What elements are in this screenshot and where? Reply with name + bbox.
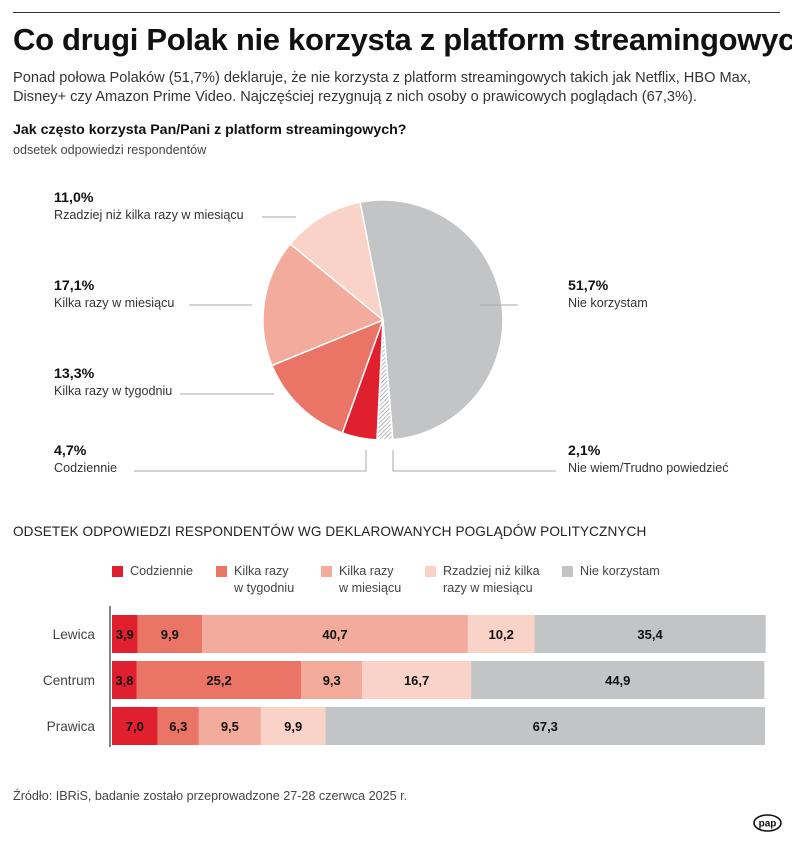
pie-subtitle: odsetek odpowiedzi respondentów bbox=[13, 143, 207, 157]
stacked-bar-chart: Lewica 3,9 9,9 40,7 10,2 35,4 Centrum 3,8 25,2 9,… bbox=[43, 606, 766, 747]
bar-value-centrum-nie-korzystam: 44,9 bbox=[605, 673, 630, 688]
pap-logo: pap bbox=[753, 814, 782, 832]
pie-value-label: 11,0% bbox=[54, 190, 94, 206]
pie-label-nie-wiem-trudno-powiedziec: 2,1% Nie wiem/Trudno powiedzieć bbox=[568, 443, 729, 475]
pie-slice-kilka-razy-w-miesiacu bbox=[262, 242, 385, 367]
bar-value-prawica-nie-korzystam: 67,3 bbox=[533, 719, 558, 734]
row-label-lewica: Lewica bbox=[53, 627, 96, 642]
top-rule bbox=[13, 12, 780, 13]
bar-segment-lewica-kilka-razy-w-tygodniu bbox=[137, 615, 203, 653]
lead-paragraph: Ponad połowa Polaków (51,7%) deklaruje, … bbox=[13, 70, 752, 105]
pie-value-label: 51,7% bbox=[568, 278, 609, 294]
pie-category-label: Nie wiem/Trudno powiedzieć bbox=[568, 461, 729, 475]
bar-value-prawica-codziennie: 7,0 bbox=[126, 719, 144, 734]
legend-label: Rzadziej niż kilka razy w miesiącu bbox=[443, 564, 540, 595]
bar-section-title: ODSETEK ODPOWIEDZI RESPONDENTÓW WG DEKLA… bbox=[13, 524, 647, 539]
bar-segment-prawica-codziennie bbox=[112, 707, 158, 745]
bar-segment-centrum-codziennie bbox=[112, 661, 137, 699]
legend-swatch bbox=[562, 566, 573, 577]
pie-slice-nie-korzystam bbox=[359, 199, 504, 441]
pie-label-kilka-razy-w-miesiacu: 17,1% Kilka razy w miesiącu bbox=[54, 278, 174, 310]
pie-slice-rzadziej-niz-kilka-razy-w-miesiacu bbox=[289, 201, 385, 322]
pie-slice-kilka-razy-w-tygodniu bbox=[270, 318, 385, 434]
bar-segment-lewica-kilka-razy-w-miesiacu bbox=[202, 615, 468, 653]
source-note: Źródło: IBRiS, badanie zostało przeprowa… bbox=[13, 789, 408, 803]
pie-label-rzadziej-niz-kilka-razy-w-miesiacu: 11,0% Rzadziej niż kilka razy w miesiącu bbox=[54, 190, 244, 222]
pie-label-codziennie: 4,7% Codziennie bbox=[54, 443, 117, 475]
bar-value-centrum-kilka-razy-w-tygodniu: 25,2 bbox=[206, 673, 231, 688]
bar-value-lewica-kilka-razy-w-miesiacu: 40,7 bbox=[322, 627, 347, 642]
bar-value-centrum-rzadziej-niz-kilka-razy-w-miesiacu: 16,7 bbox=[404, 673, 429, 688]
bar-segment-lewica-codziennie bbox=[112, 615, 138, 653]
legend-label: Kilka razy w miesiącu bbox=[339, 564, 402, 595]
legend-label: Kilka razy w tygodniu bbox=[234, 564, 295, 595]
pie-category-label: Kilka razy w miesiącu bbox=[54, 296, 175, 310]
pie-question: Jak często korzysta Pan/Pani z platform … bbox=[13, 122, 407, 138]
pie-value-label: 13,3% bbox=[54, 366, 95, 382]
bar-value-lewica-kilka-razy-w-tygodniu: 9,9 bbox=[161, 627, 179, 642]
pie-value-label: 2,1% bbox=[568, 443, 601, 459]
bar-segment-centrum-nie-korzystam bbox=[471, 661, 765, 699]
pie-chart bbox=[134, 199, 556, 472]
bar-segment-lewica-rzadziej-niz-kilka-razy-w-miesiacu bbox=[467, 615, 535, 653]
pie-category-label: Rzadziej niż kilka razy w miesiącu bbox=[54, 208, 244, 222]
pie-value-label: 4,7% bbox=[54, 443, 87, 459]
legend-swatch bbox=[321, 566, 332, 577]
pie-label-nie-korzystam: 51,7% Nie korzystam bbox=[568, 278, 648, 310]
bar-value-centrum-codziennie: 3,8 bbox=[115, 673, 133, 688]
pie-category-label: Nie korzystam bbox=[568, 296, 648, 310]
bar-segment-prawica-kilka-razy-w-tygodniu bbox=[157, 707, 199, 745]
row-label-prawica: Prawica bbox=[47, 719, 96, 734]
pie-label-kilka-razy-w-tygodniu: 13,3% Kilka razy w tygodniu bbox=[54, 366, 172, 398]
page-title: Co drugi Polak nie korzysta z platform s… bbox=[13, 22, 792, 57]
pie-value-label: 17,1% bbox=[54, 278, 95, 294]
pie-leader-codziennie bbox=[134, 450, 367, 472]
pap-logo-text: pap bbox=[759, 819, 777, 830]
legend-swatch bbox=[112, 566, 123, 577]
bar-value-centrum-kilka-razy-w-miesiacu: 9,3 bbox=[323, 673, 341, 688]
bar-segment-prawica-nie-korzystam bbox=[325, 707, 765, 745]
bar-value-lewica-codziennie: 3,9 bbox=[116, 627, 134, 642]
bar-value-lewica-rzadziej-niz-kilka-razy-w-miesiacu: 10,2 bbox=[489, 627, 514, 642]
pie-category-label: Kilka razy w tygodniu bbox=[54, 384, 173, 398]
legend-swatch bbox=[425, 566, 436, 577]
bar-segment-centrum-rzadziej-niz-kilka-razy-w-miesiacu bbox=[362, 661, 472, 699]
row-label-centrum: Centrum bbox=[43, 673, 95, 688]
bar-segment-centrum-kilka-razy-w-tygodniu bbox=[136, 661, 302, 699]
bar-value-prawica-kilka-razy-w-tygodniu: 6,3 bbox=[169, 719, 187, 734]
pie-category-label: Codziennie bbox=[54, 461, 118, 475]
bar-value-prawica-kilka-razy-w-miesiacu: 9,5 bbox=[221, 719, 239, 734]
bar-segment-prawica-rzadziej-niz-kilka-razy-w-miesiacu bbox=[260, 707, 326, 745]
pie-leader-nie-wiem-trudno-powiedziec bbox=[392, 450, 556, 472]
bar-segment-centrum-kilka-razy-w-miesiacu bbox=[301, 661, 363, 699]
legend-label: Nie korzystam bbox=[580, 564, 660, 578]
bar-value-lewica-nie-korzystam: 35,4 bbox=[637, 627, 663, 642]
bar-segment-lewica-nie-korzystam bbox=[534, 615, 766, 653]
bar-segment-prawica-kilka-razy-w-miesiacu bbox=[198, 707, 261, 745]
legend-label: Codziennie bbox=[130, 564, 194, 578]
legend-swatch bbox=[216, 566, 227, 577]
bar-value-prawica-rzadziej-niz-kilka-razy-w-miesiacu: 9,9 bbox=[284, 719, 302, 734]
